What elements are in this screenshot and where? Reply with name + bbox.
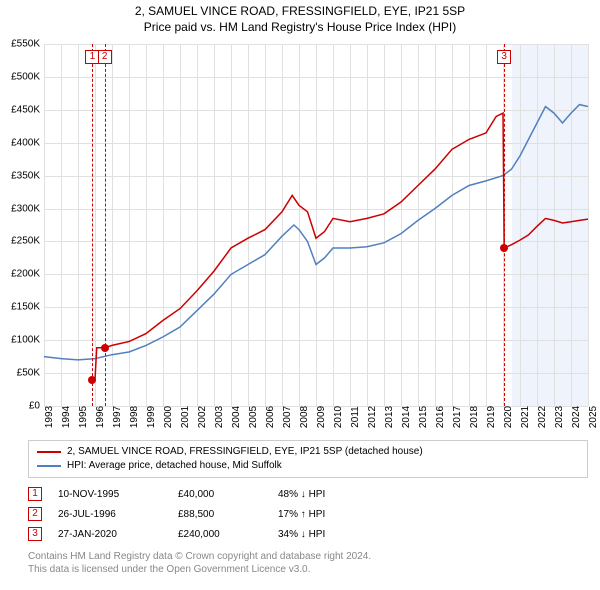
y-axis-tick: £550K — [0, 39, 40, 50]
marker-line — [92, 44, 93, 406]
event-date: 26-JUL-1996 — [58, 509, 178, 520]
y-axis-tick: £100K — [0, 335, 40, 346]
marker-box: 3 — [497, 50, 511, 64]
marker-box: 2 — [98, 50, 112, 64]
event-marker-num: 1 — [28, 487, 42, 501]
y-axis-tick: £0 — [0, 401, 40, 412]
x-axis-tick: 2021 — [520, 406, 531, 428]
line-red — [92, 113, 588, 380]
x-axis-tick: 2000 — [163, 406, 174, 428]
marker-dot — [88, 376, 96, 384]
x-axis-tick: 2003 — [214, 406, 225, 428]
x-axis-tick: 2001 — [180, 406, 191, 428]
x-axis-tick: 1997 — [112, 406, 123, 428]
legend-swatch-blue — [37, 465, 61, 467]
x-axis-tick: 2017 — [452, 406, 463, 428]
event-diff: 17% ↑ HPI — [278, 509, 398, 520]
x-axis-tick: 1995 — [78, 406, 89, 428]
x-axis-tick: 1999 — [146, 406, 157, 428]
footnote-line1: Contains HM Land Registry data © Crown c… — [28, 550, 588, 563]
event-price: £88,500 — [178, 509, 278, 520]
legend-swatch-red — [37, 451, 61, 453]
chart-lines — [44, 44, 588, 406]
y-axis-tick: £500K — [0, 71, 40, 82]
y-axis-tick: £450K — [0, 104, 40, 115]
x-axis-tick: 2007 — [282, 406, 293, 428]
x-axis-tick: 1994 — [61, 406, 72, 428]
x-axis-tick: 2014 — [401, 406, 412, 428]
marker-line — [504, 44, 505, 406]
y-axis-tick: £300K — [0, 203, 40, 214]
x-axis-tick: 2010 — [333, 406, 344, 428]
x-axis-tick: 2008 — [299, 406, 310, 428]
vgrid — [588, 44, 589, 406]
y-axis-tick: £200K — [0, 269, 40, 280]
x-axis-tick: 2024 — [571, 406, 582, 428]
event-row: 3 27-JAN-2020£240,00034% ↓ HPI — [28, 524, 588, 544]
x-axis-tick: 2022 — [537, 406, 548, 428]
chart-plot-area: £0£50K£100K£150K£200K£250K£300K£350K£400… — [44, 44, 588, 406]
legend-row-red: 2, SAMUEL VINCE ROAD, FRESSINGFIELD, EYE… — [37, 445, 579, 459]
chart-title-subtitle: Price paid vs. HM Land Registry's House … — [0, 20, 600, 34]
legend-label-red: 2, SAMUEL VINCE ROAD, FRESSINGFIELD, EYE… — [67, 445, 423, 459]
x-axis-tick: 2006 — [265, 406, 276, 428]
event-diff: 34% ↓ HPI — [278, 529, 398, 540]
y-axis-tick: £50K — [0, 368, 40, 379]
x-axis-tick: 2015 — [418, 406, 429, 428]
event-marker-num: 3 — [28, 527, 42, 541]
marker-dot — [500, 244, 508, 252]
event-diff: 48% ↓ HPI — [278, 489, 398, 500]
event-price: £40,000 — [178, 489, 278, 500]
y-axis-tick: £150K — [0, 302, 40, 313]
marker-dot — [101, 344, 109, 352]
chart-titles: 2, SAMUEL VINCE ROAD, FRESSINGFIELD, EYE… — [0, 0, 600, 34]
x-axis-tick: 1996 — [95, 406, 106, 428]
event-marker-num: 2 — [28, 507, 42, 521]
x-axis-tick: 1993 — [44, 406, 55, 428]
x-axis-tick: 2016 — [435, 406, 446, 428]
x-axis-tick: 2025 — [588, 406, 599, 428]
y-axis-tick: £350K — [0, 170, 40, 181]
event-price: £240,000 — [178, 529, 278, 540]
x-axis-tick: 1998 — [129, 406, 140, 428]
x-axis-tick: 2005 — [248, 406, 259, 428]
event-row: 1 10-NOV-1995£40,00048% ↓ HPI — [28, 484, 588, 504]
x-axis-tick: 2020 — [503, 406, 514, 428]
event-date: 10-NOV-1995 — [58, 489, 178, 500]
chart-title-address: 2, SAMUEL VINCE ROAD, FRESSINGFIELD, EYE… — [0, 4, 600, 18]
events-table: 1 10-NOV-1995£40,00048% ↓ HPI 2 26-JUL-1996… — [28, 484, 588, 544]
x-axis-tick: 2002 — [197, 406, 208, 428]
x-axis-tick: 2004 — [231, 406, 242, 428]
footnote: Contains HM Land Registry data © Crown c… — [28, 550, 588, 576]
legend-row-blue: HPI: Average price, detached house, Mid … — [37, 459, 579, 473]
line-blue — [44, 105, 588, 360]
event-row: 2 26-JUL-1996£88,50017% ↑ HPI — [28, 504, 588, 524]
y-axis-tick: £250K — [0, 236, 40, 247]
x-axis-tick: 2013 — [384, 406, 395, 428]
x-axis-tick: 2018 — [469, 406, 480, 428]
x-axis-tick: 2019 — [486, 406, 497, 428]
event-date: 27-JAN-2020 — [58, 529, 178, 540]
legend: 2, SAMUEL VINCE ROAD, FRESSINGFIELD, EYE… — [28, 440, 588, 478]
legend-label-blue: HPI: Average price, detached house, Mid … — [67, 459, 282, 473]
footnote-line2: This data is licensed under the Open Gov… — [28, 563, 588, 576]
x-axis-tick: 2011 — [350, 406, 361, 428]
x-axis-tick: 2023 — [554, 406, 565, 428]
x-axis-tick: 2012 — [367, 406, 378, 428]
y-axis-tick: £400K — [0, 137, 40, 148]
x-axis-tick: 2009 — [316, 406, 327, 428]
